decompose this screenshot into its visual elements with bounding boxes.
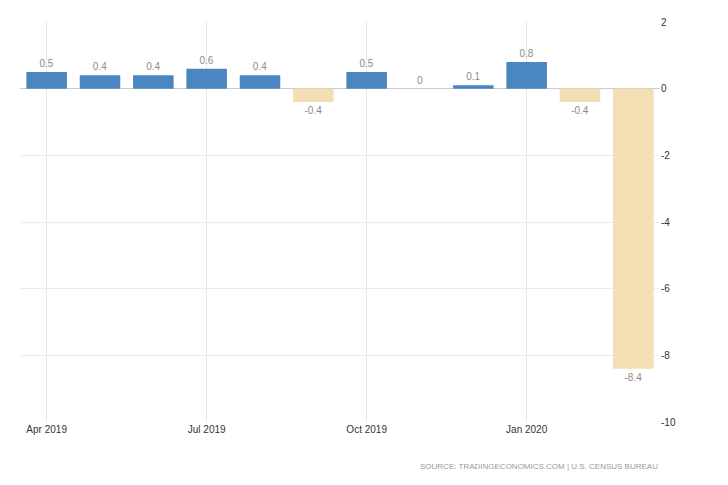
svg-text:0.1: 0.1 <box>466 71 480 82</box>
svg-text:Apr 2019: Apr 2019 <box>26 424 67 435</box>
svg-text:-0.4: -0.4 <box>305 105 323 116</box>
svg-text:-2: -2 <box>661 150 670 161</box>
svg-text:0.8: 0.8 <box>519 48 533 59</box>
svg-text:Jan 2020: Jan 2020 <box>506 424 548 435</box>
svg-text:0.5: 0.5 <box>359 58 373 69</box>
svg-text:Jul 2019: Jul 2019 <box>188 424 226 435</box>
svg-text:2: 2 <box>661 17 667 28</box>
svg-text:-0.4: -0.4 <box>571 105 589 116</box>
svg-text:0.4: 0.4 <box>93 61 107 72</box>
svg-text:-4: -4 <box>661 217 670 228</box>
svg-text:-8: -8 <box>661 350 670 361</box>
svg-text:0: 0 <box>417 75 423 86</box>
svg-text:-10: -10 <box>661 417 676 428</box>
svg-text:0.6: 0.6 <box>199 55 213 66</box>
svg-text:-6: -6 <box>661 283 670 294</box>
svg-text:0.5: 0.5 <box>39 58 53 69</box>
svg-text:SOURCE: TRADINGECONOMICS.COM |: SOURCE: TRADINGECONOMICS.COM | U.S. CENS… <box>420 462 658 471</box>
svg-text:0.4: 0.4 <box>253 61 267 72</box>
svg-text:Oct 2019: Oct 2019 <box>346 424 387 435</box>
svg-text:0: 0 <box>661 83 667 94</box>
svg-text:0.4: 0.4 <box>146 61 160 72</box>
svg-text:-8.4: -8.4 <box>625 372 643 383</box>
